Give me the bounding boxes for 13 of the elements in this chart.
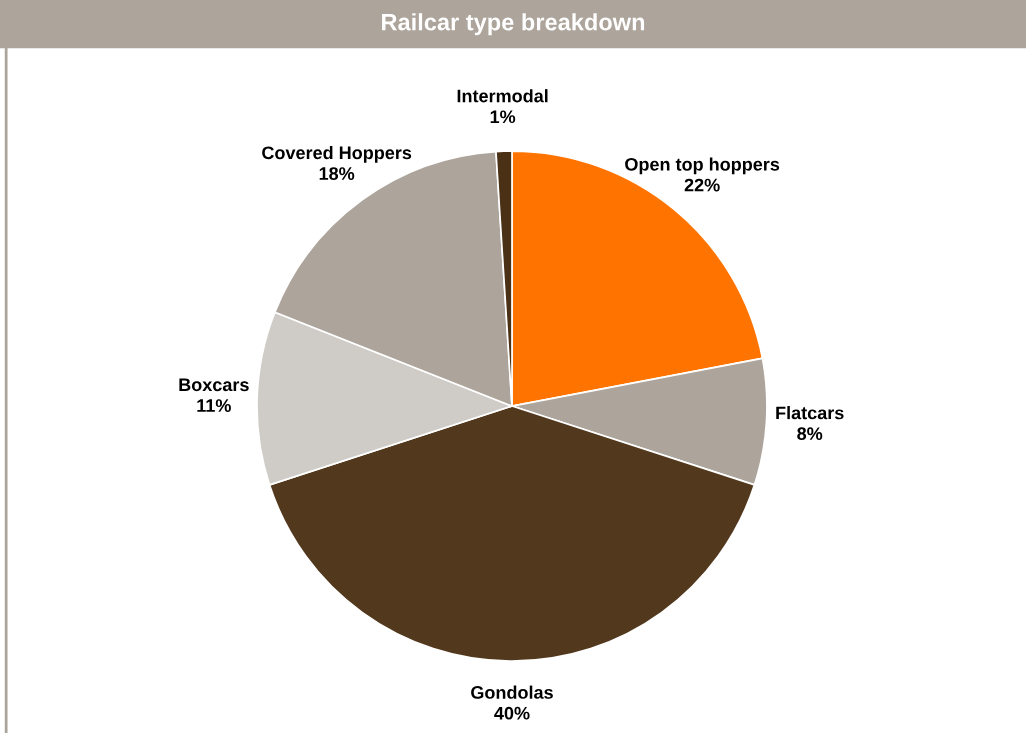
chart-title: Railcar type breakdown (382, 13, 645, 36)
slice-label: Intermodal (457, 89, 548, 103)
data-label: 1% (490, 110, 516, 124)
slice-label: Gondolas (471, 685, 553, 699)
data-label: 8% (797, 427, 823, 441)
data-label: 22% (684, 178, 720, 192)
data-label: 11% (197, 399, 231, 412)
data-label: 18% (319, 167, 355, 180)
slice-label: Covered Hoppers (262, 145, 412, 163)
slice-label: Boxcars (179, 378, 249, 392)
slice-label: Flatcars (776, 406, 844, 420)
data-label: 40% (494, 706, 530, 720)
slice-label: Open top hoppers (625, 157, 780, 175)
